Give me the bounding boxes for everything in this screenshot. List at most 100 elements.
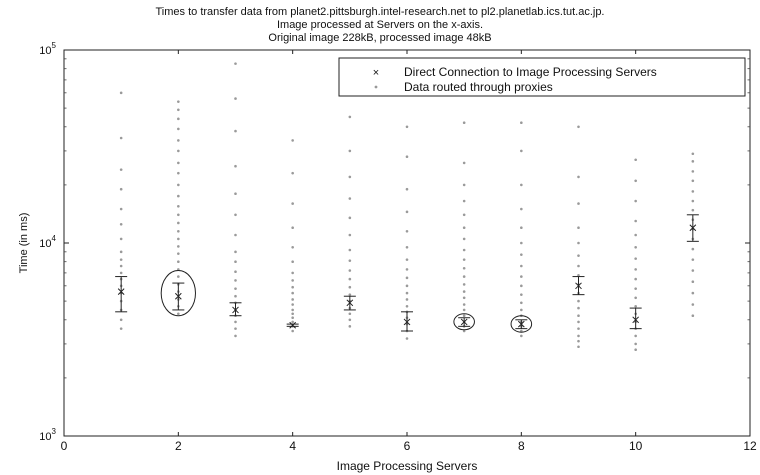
proxy-point bbox=[234, 250, 237, 254]
proxy-point bbox=[462, 183, 466, 187]
mean-marker bbox=[575, 282, 582, 290]
proxy-point bbox=[348, 269, 352, 272]
proxy-point bbox=[405, 125, 409, 129]
proxy-point bbox=[577, 264, 580, 268]
y-tick-label: 103 bbox=[39, 427, 56, 443]
proxy-point bbox=[291, 245, 294, 249]
proxy-point bbox=[177, 117, 180, 121]
proxy-point bbox=[577, 334, 580, 338]
proxy-point bbox=[577, 241, 580, 245]
proxy-point bbox=[634, 179, 637, 183]
proxy-point bbox=[348, 277, 352, 281]
proxy-point bbox=[462, 275, 466, 278]
proxy-point bbox=[234, 294, 237, 298]
proxy-point bbox=[520, 226, 523, 230]
proxy-point bbox=[634, 158, 637, 162]
proxy-point bbox=[691, 258, 695, 261]
proxy-point bbox=[177, 204, 180, 208]
proxy-point bbox=[691, 190, 695, 193]
proxy-point bbox=[462, 314, 466, 318]
x-tick-label: 0 bbox=[61, 439, 68, 453]
proxy-point bbox=[634, 199, 637, 203]
proxy-point bbox=[234, 213, 237, 217]
proxy-point bbox=[291, 298, 294, 301]
legend-box bbox=[338, 57, 746, 97]
proxy-point bbox=[177, 312, 180, 316]
proxy-point bbox=[462, 296, 466, 300]
proxy-point bbox=[691, 291, 695, 295]
x-axis-label: Image Processing Servers bbox=[337, 459, 478, 473]
proxy-point bbox=[348, 149, 352, 153]
proxy-point bbox=[234, 97, 237, 100]
proxy-point bbox=[119, 264, 123, 268]
proxy-point bbox=[177, 127, 180, 131]
proxy-point bbox=[577, 226, 580, 230]
proxy-point bbox=[520, 308, 523, 312]
y-tick-label: 105 bbox=[39, 41, 56, 57]
x-tick-label: 4 bbox=[289, 439, 296, 453]
proxy-point bbox=[405, 276, 409, 280]
proxy-point bbox=[405, 155, 409, 158]
legend-marker-direct: × bbox=[373, 67, 379, 79]
direct-point bbox=[115, 276, 128, 313]
proxy-point bbox=[348, 216, 352, 220]
proxy-point bbox=[462, 237, 466, 241]
proxy-point bbox=[291, 260, 294, 264]
direct-series bbox=[115, 214, 699, 332]
proxy-point bbox=[462, 161, 466, 165]
direct-point bbox=[572, 276, 585, 296]
proxy-point bbox=[405, 258, 409, 261]
proxy-point bbox=[119, 327, 123, 330]
proxy-point bbox=[119, 207, 123, 211]
proxy-point bbox=[577, 299, 580, 303]
proxy-point bbox=[177, 194, 180, 198]
proxy-point bbox=[577, 314, 580, 318]
proxy-point bbox=[634, 342, 637, 346]
proxy-point bbox=[462, 266, 466, 270]
proxy-point bbox=[634, 296, 637, 300]
proxy-point bbox=[291, 279, 294, 282]
proxy-point bbox=[577, 274, 580, 277]
highlight-ellipses bbox=[160, 270, 533, 333]
proxy-point bbox=[348, 318, 352, 322]
proxy-point bbox=[119, 271, 123, 275]
proxy-point bbox=[119, 258, 123, 261]
proxy-point bbox=[234, 233, 237, 237]
proxy-point bbox=[405, 268, 409, 271]
legend-marker-proxy bbox=[374, 85, 378, 89]
proxy-point bbox=[348, 115, 352, 119]
proxy-point bbox=[462, 329, 466, 333]
proxy-point bbox=[234, 129, 237, 133]
legend: × Direct Connection to Image Processing … bbox=[338, 57, 746, 97]
proxy-point bbox=[634, 219, 637, 223]
proxy-point bbox=[119, 168, 123, 171]
proxy-point bbox=[691, 314, 695, 318]
proxy-point bbox=[119, 136, 123, 140]
proxy-point bbox=[177, 229, 180, 233]
legend-entry-proxy: Data routed through proxies bbox=[404, 80, 553, 94]
x-tick-label: 6 bbox=[404, 439, 411, 453]
proxy-point bbox=[462, 248, 466, 252]
chart-title-line-1: Times to transfer data from planet2.pitt… bbox=[155, 6, 605, 18]
proxy-point bbox=[634, 257, 637, 260]
proxy-point bbox=[177, 108, 180, 112]
proxy-point bbox=[177, 149, 180, 153]
direct-point bbox=[458, 317, 471, 327]
proxy-point bbox=[291, 285, 294, 289]
proxy-point bbox=[177, 237, 180, 241]
proxy-point bbox=[291, 316, 294, 320]
proxy-point bbox=[577, 327, 580, 330]
proxy-point bbox=[577, 254, 580, 257]
proxy-point bbox=[405, 337, 409, 340]
proxy-point bbox=[119, 237, 123, 241]
proxy-point bbox=[634, 287, 637, 290]
proxy-point bbox=[119, 91, 123, 95]
chart-title-line-2: Image processed at Servers on the x-axis… bbox=[276, 19, 484, 31]
proxy-point bbox=[177, 221, 180, 225]
mean-marker bbox=[117, 288, 125, 295]
proxy-point bbox=[577, 202, 580, 205]
proxy-point bbox=[348, 175, 352, 179]
proxy-point bbox=[634, 348, 637, 351]
